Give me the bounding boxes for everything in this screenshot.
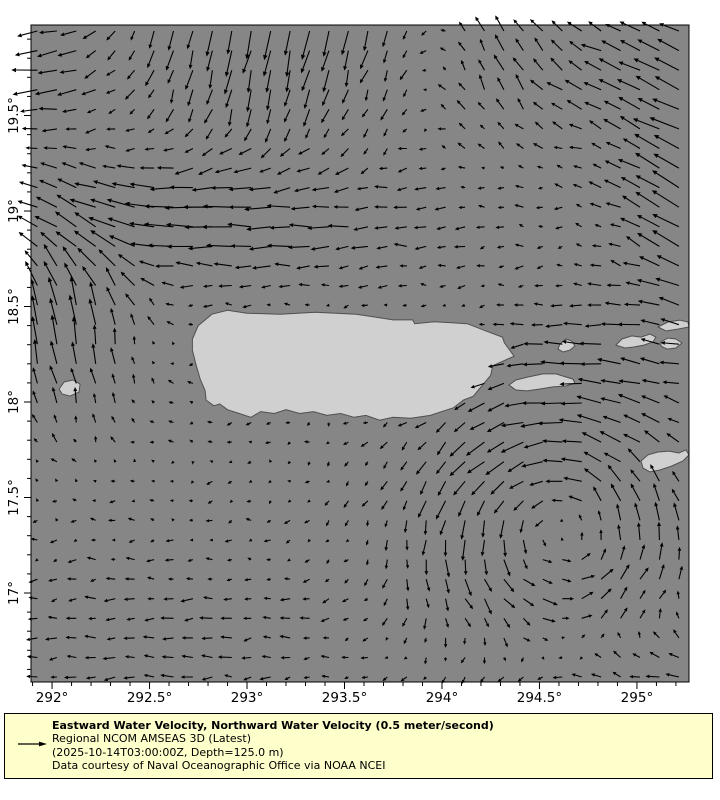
y-tick-label: 19° <box>6 199 22 223</box>
y-axis-ticks: 17° 17.5° 18° 18.5° 19° 19.5° <box>6 38 31 670</box>
islands-layer <box>58 309 690 473</box>
plot-border <box>30 24 690 683</box>
y-tick-label: 17° <box>6 581 22 605</box>
y-tick-label: 19.5° <box>6 97 22 134</box>
x-tick-label: 294° <box>426 690 459 706</box>
x-tick-label: 292.5° <box>127 690 172 706</box>
island-vieques <box>508 373 576 392</box>
legend-attribution: Data courtesy of Naval Oceanographic Off… <box>52 759 386 773</box>
reference-arrow-icon <box>18 741 47 747</box>
legend-text-block: Eastward Water Velocity, Northward Water… <box>52 719 706 773</box>
velocity-map-plot: 292° 292.5° 293° 293.5° 294° 294.5° 295° 17° 17.… <box>6 15 690 706</box>
y-tick-label: 18° <box>6 390 22 414</box>
x-tick-label: 292° <box>36 690 69 706</box>
x-tick-label: 293.5° <box>322 690 367 706</box>
legend-time-depth: (2025-10-14T03:00:00Z, Depth=125.0 m) <box>52 745 284 759</box>
x-tick-label: 294.5° <box>517 690 562 706</box>
vector-arrow-shafts <box>16 18 682 681</box>
legend-dataset: Regional NCOM AMSEAS 3D (Latest) <box>52 732 251 746</box>
island-st-thomas <box>614 333 657 349</box>
y-tick-label: 18.5° <box>6 288 22 325</box>
x-tick-label: 293° <box>231 690 264 706</box>
y-tick-label: 17.5° <box>6 479 22 516</box>
island-puerto-rico <box>191 309 515 421</box>
x-axis-ticks: 292° 292.5° 293° 293.5° 294° 294.5° 295° <box>32 682 677 706</box>
legend-title: Eastward Water Velocity, Northward Water… <box>52 719 494 732</box>
legend-box: Eastward Water Velocity, Northward Water… <box>4 713 713 779</box>
velocity-vector-field <box>11 15 684 684</box>
x-tick-label: 295° <box>621 690 654 706</box>
